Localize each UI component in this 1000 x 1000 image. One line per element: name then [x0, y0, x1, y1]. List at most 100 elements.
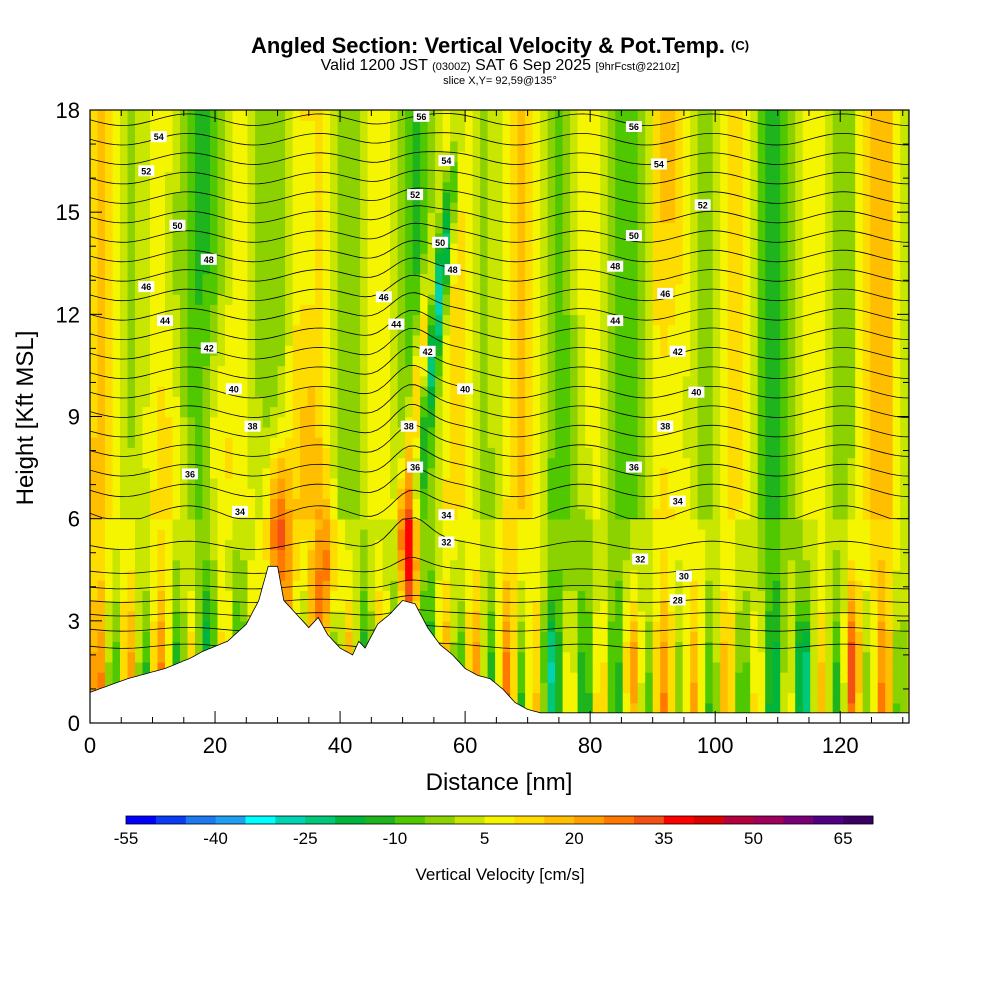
velocity-cell	[585, 488, 594, 499]
velocity-cell	[150, 518, 159, 530]
velocity-cell	[375, 355, 384, 367]
velocity-cell	[510, 150, 519, 162]
velocity-cell	[210, 161, 219, 173]
velocity-cell	[315, 140, 324, 152]
velocity-cell	[660, 212, 669, 224]
velocity-cell	[157, 263, 166, 275]
velocity-cell	[180, 508, 189, 520]
velocity-cell	[195, 457, 204, 469]
velocity-cell	[135, 191, 144, 203]
velocity-cell	[697, 528, 706, 540]
velocity-cell	[225, 324, 234, 336]
velocity-cell	[705, 549, 714, 561]
velocity-cell	[585, 273, 594, 285]
velocity-cell	[562, 528, 571, 540]
velocity-cell	[180, 436, 189, 448]
velocity-cell	[435, 610, 444, 622]
velocity-cell	[622, 314, 631, 326]
velocity-cell	[645, 365, 654, 377]
velocity-cell	[240, 283, 249, 295]
velocity-cell	[300, 426, 309, 438]
velocity-cell	[180, 539, 189, 551]
velocity-cell	[667, 314, 676, 326]
velocity-cell	[555, 702, 564, 714]
velocity-cell	[412, 201, 421, 213]
velocity-cell	[607, 590, 616, 602]
velocity-cell	[217, 620, 226, 632]
velocity-cell	[105, 508, 114, 520]
velocity-cell	[585, 620, 594, 632]
velocity-cell	[427, 539, 436, 551]
velocity-cell	[172, 631, 181, 642]
velocity-cell	[382, 447, 391, 459]
velocity-cell	[615, 426, 624, 438]
velocity-cell	[255, 528, 264, 540]
velocity-cell	[697, 365, 706, 377]
velocity-cell	[120, 201, 129, 213]
velocity-cell	[135, 508, 144, 520]
velocity-cell	[120, 426, 129, 438]
velocity-cell	[577, 426, 586, 438]
velocity-cell	[487, 457, 496, 469]
velocity-cell	[150, 345, 159, 356]
velocity-cell	[577, 375, 586, 387]
velocity-cell	[622, 559, 631, 571]
velocity-cell	[135, 242, 144, 254]
velocity-cell	[397, 283, 406, 295]
velocity-cell	[315, 375, 324, 387]
velocity-cell	[180, 406, 189, 418]
velocity-cell	[112, 365, 121, 377]
velocity-cell	[495, 559, 504, 571]
velocity-cell	[570, 304, 579, 316]
velocity-cell	[367, 416, 376, 428]
velocity-cell	[202, 385, 211, 397]
velocity-cell	[382, 426, 391, 438]
velocity-cell	[285, 161, 294, 173]
velocity-cell	[555, 682, 564, 694]
velocity-cell	[682, 334, 691, 346]
velocity-cell	[412, 467, 421, 479]
velocity-cell	[510, 651, 519, 663]
velocity-cell	[697, 682, 706, 694]
velocity-cell	[540, 253, 549, 264]
velocity-cell	[352, 580, 361, 591]
velocity-cell	[217, 539, 226, 551]
velocity-cell	[495, 498, 504, 510]
velocity-cell	[487, 416, 496, 428]
velocity-cell	[630, 222, 639, 234]
velocity-cell	[607, 426, 616, 438]
velocity-cell	[442, 385, 451, 397]
velocity-cell	[690, 447, 699, 459]
velocity-cell	[502, 324, 511, 336]
velocity-cell	[412, 508, 421, 520]
velocity-cell	[525, 651, 534, 663]
velocity-cell	[397, 580, 406, 591]
velocity-cell	[90, 385, 99, 397]
utc-time: (0300Z)	[432, 61, 471, 73]
velocity-cell	[637, 641, 646, 653]
velocity-cell	[622, 222, 631, 234]
velocity-cell	[135, 140, 144, 152]
velocity-cell	[547, 283, 556, 295]
velocity-cell	[105, 150, 114, 162]
velocity-cell	[502, 263, 511, 275]
velocity-cell	[517, 140, 526, 152]
velocity-cell	[570, 508, 579, 520]
velocity-cell	[97, 580, 106, 591]
velocity-cell	[225, 150, 234, 162]
velocity-cell	[120, 620, 129, 632]
velocity-cell	[172, 273, 181, 285]
velocity-cell	[367, 528, 376, 540]
velocity-cell	[232, 150, 241, 162]
chart-title: Angled Section: Vertical Velocity & Pot.…	[0, 34, 1000, 58]
velocity-cell	[180, 171, 189, 183]
velocity-cell	[525, 539, 534, 551]
velocity-cell	[450, 201, 459, 213]
velocity-cell	[255, 110, 264, 121]
velocity-cell	[630, 692, 639, 704]
velocity-cell	[367, 488, 376, 499]
velocity-cell	[225, 263, 234, 275]
velocity-cell	[540, 110, 549, 121]
velocity-cell	[585, 365, 594, 377]
velocity-cell	[600, 212, 609, 224]
